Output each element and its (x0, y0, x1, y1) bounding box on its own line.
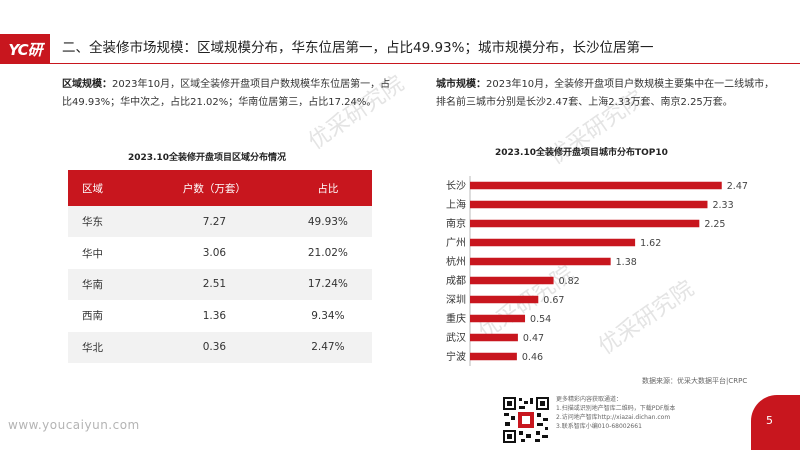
table-cell: 9.34% (283, 300, 372, 332)
table-cell: 2.51 (145, 268, 284, 301)
table-cell: 21.02% (283, 237, 372, 269)
region-paragraph: 区域规模：2023年10月，区域全装修开盘项目户数规模华东位居第一，占比49.9… (62, 76, 398, 112)
table-cell: 华东 (68, 206, 146, 238)
bar (470, 295, 539, 304)
category-label: 成都 (446, 275, 466, 287)
table-cell: 0.36 (145, 331, 284, 363)
table-cell: 3.06 (145, 237, 284, 269)
table-cell: 华中 (68, 237, 146, 269)
table-header-cell: 户数（万套） (145, 170, 284, 206)
table-row: 华中 3.06 21.02% (68, 237, 372, 269)
table-row: 西南 1.36 9.34% (68, 300, 372, 332)
header-divider (50, 63, 800, 64)
info-line: 1.扫描或识别地产智库二维码，下载PDF版本 (556, 405, 676, 412)
value-label: 0.47 (523, 333, 544, 344)
qr-code-icon (502, 396, 550, 444)
category-label: 宁波 (446, 350, 466, 363)
bar (470, 238, 636, 247)
city-paragraph-text: 2023年10月，全装修开盘项目户数规模主要集中在一二线城市，排名前三城市分别是… (436, 79, 775, 108)
table-title: 2023.10全装修开盘项目区域分布情况 (128, 153, 286, 163)
bar (470, 352, 517, 361)
page-number: 5 (766, 414, 773, 427)
value-label: 2.25 (704, 219, 725, 230)
table-row: 华东 7.27 49.93% (68, 206, 372, 238)
bar (470, 200, 708, 209)
city-bar-chart: 长沙 2.47 上海 2.33 南京 2.25 广州 1.62 杭州 1.38 成都 0.82 深圳 0.… (446, 176, 748, 366)
info-line: 3.联系智库小编010-68002661 (556, 423, 642, 430)
category-label: 武汉 (446, 331, 466, 344)
city-paragraph: 城市规模：2023年10月，全装修开盘项目户数规模主要集中在一二线城市，排名前三… (436, 76, 776, 112)
table-row: 华南 2.51 17.24% (68, 268, 372, 301)
category-label: 长沙 (446, 180, 466, 192)
category-label: 深圳 (446, 294, 466, 306)
category-label: 重庆 (446, 312, 466, 325)
footer-url: www.youcaiyun.com (8, 418, 140, 432)
table-cell: 2.47% (283, 331, 372, 363)
chart-title: 2023.10全装修开盘项目城市分布TOP10 (495, 148, 668, 158)
category-label: 广州 (446, 237, 466, 249)
category-label: 杭州 (446, 255, 466, 268)
page-number-badge (751, 395, 800, 450)
value-label: 2.47 (727, 181, 748, 192)
bar (470, 314, 526, 323)
bar (470, 219, 700, 228)
table-cell: 华南 (68, 268, 146, 301)
info-line: 2.访问地产智库http://xiazai.dichan.com (556, 414, 671, 421)
table-cell: 17.24% (283, 268, 372, 301)
table-cell: 西南 (68, 300, 146, 332)
table-header-cell: 占比 (283, 170, 372, 206)
table-cell: 华北 (68, 331, 146, 363)
page-title: 二、全装修市场规模：区域规模分布，华东位居第一，占比49.93%；城市规模分布，… (62, 40, 654, 56)
table-cell: 1.36 (145, 300, 284, 332)
category-label: 南京 (446, 217, 466, 230)
logo-text: YC研 (8, 40, 42, 59)
bar (470, 333, 518, 342)
table-header-cell: 区域 (68, 170, 146, 206)
value-label: 0.54 (530, 314, 551, 325)
value-label: 0.46 (522, 352, 543, 363)
bar (470, 181, 722, 190)
value-label: 0.67 (543, 295, 564, 306)
city-paragraph-label: 城市规模： (436, 79, 486, 90)
value-label: 2.33 (712, 200, 733, 211)
region-paragraph-label: 区域规模： (62, 79, 112, 90)
download-info: 更多精彩内容获取通道： 1.扫描或识别地产智库二维码，下载PDF版本 2.访问地… (556, 395, 675, 431)
value-label: 1.38 (616, 257, 637, 268)
region-table: 区域 户数（万套） 占比 华东 7.27 49.93% 华中 3.06 21.0… (68, 170, 372, 363)
data-source: 数据来源：优采大数据平台|CRPC (642, 377, 748, 385)
category-label: 上海 (446, 198, 466, 211)
table-cell: 7.27 (145, 206, 284, 238)
region-paragraph-text: 2023年10月，区域全装修开盘项目户数规模华东位居第一，占比49.93%；华中… (62, 79, 391, 108)
table-header-row: 区域 户数（万套） 占比 (68, 170, 372, 206)
brand-logo: YC研 (0, 34, 50, 64)
info-line: 更多精彩内容获取通道： (556, 396, 623, 403)
value-label: 1.62 (640, 238, 661, 249)
bar (470, 276, 554, 285)
table-cell: 49.93% (283, 206, 372, 238)
value-label: 0.82 (559, 276, 580, 287)
bar (470, 257, 611, 266)
table-row: 华北 0.36 2.47% (68, 331, 372, 363)
